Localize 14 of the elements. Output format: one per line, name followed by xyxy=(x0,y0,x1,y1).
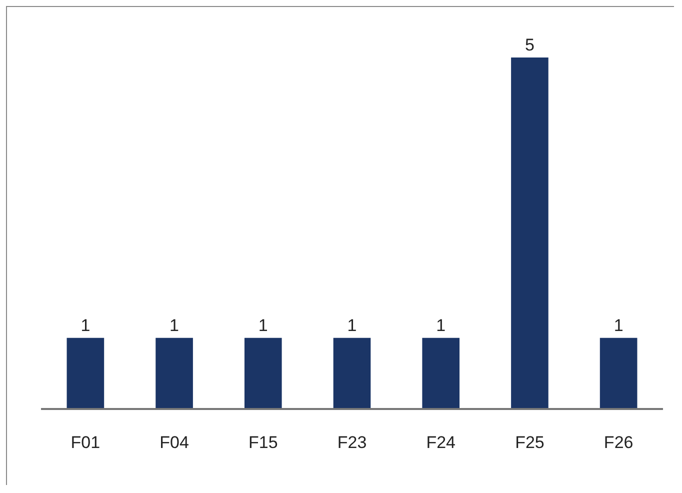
x-tick-label: F15 xyxy=(248,433,278,452)
data-label: 1 xyxy=(614,316,624,335)
data-label: 5 xyxy=(524,35,534,54)
x-tick-label: F01 xyxy=(70,433,100,452)
data-label: 1 xyxy=(258,316,268,335)
x-tick-label: F04 xyxy=(160,433,189,452)
x-tick-label: F26 xyxy=(604,433,634,452)
x-tick-label: F23 xyxy=(337,433,367,452)
data-label: 1 xyxy=(80,316,90,335)
x-tick-label: F25 xyxy=(515,433,544,452)
data-label: 1 xyxy=(347,316,357,335)
data-label: 1 xyxy=(170,316,180,335)
data-label: 1 xyxy=(436,316,446,335)
x-tick-label: F24 xyxy=(426,433,456,452)
